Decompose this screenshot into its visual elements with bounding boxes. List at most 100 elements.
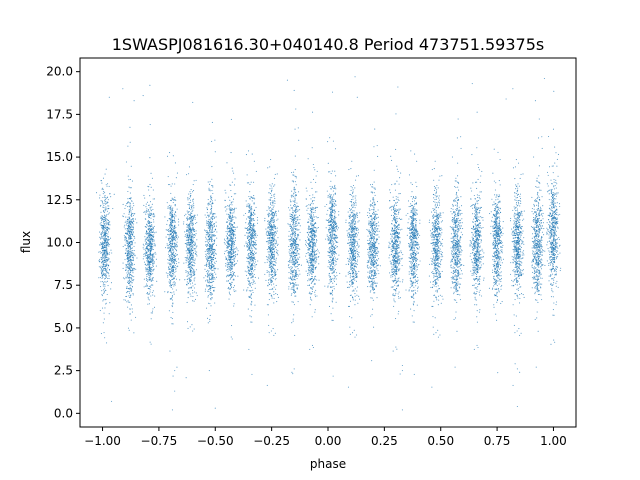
data-point	[233, 258, 235, 260]
data-point	[233, 231, 235, 233]
data-point	[212, 252, 214, 254]
data-point	[187, 259, 189, 261]
data-point	[212, 275, 214, 277]
data-point	[212, 185, 214, 187]
data-point	[171, 212, 173, 214]
data-point	[270, 224, 272, 227]
data-point	[129, 258, 131, 260]
data-point	[209, 265, 211, 267]
data-point	[101, 290, 103, 292]
data-point	[207, 250, 209, 252]
data-point	[270, 220, 272, 222]
data-point	[101, 226, 103, 229]
data-point	[236, 260, 239, 262]
data-point	[293, 189, 295, 191]
data-point	[233, 305, 235, 307]
data-point	[150, 234, 152, 237]
data-point	[228, 251, 230, 253]
data-point	[210, 281, 212, 283]
data-point	[187, 237, 189, 239]
data-point	[123, 299, 125, 301]
data-point	[186, 210, 188, 212]
data-point	[299, 225, 301, 227]
data-point	[130, 233, 132, 235]
data-point	[231, 226, 233, 228]
data-point	[187, 227, 189, 229]
data-point	[128, 279, 130, 281]
data-point	[193, 265, 195, 267]
data-point	[100, 281, 102, 283]
data-point	[206, 244, 208, 246]
data-point	[245, 200, 247, 202]
data-point	[247, 216, 249, 218]
data-point	[101, 182, 103, 184]
data-point	[190, 255, 192, 257]
data-point	[211, 203, 213, 205]
data-point	[234, 257, 236, 259]
data-point	[171, 209, 173, 211]
data-point	[271, 227, 273, 229]
data-point	[107, 231, 109, 233]
data-point	[148, 287, 151, 290]
data-point	[273, 195, 275, 197]
data-point	[271, 268, 273, 270]
data-point	[129, 252, 131, 255]
data-point	[146, 260, 148, 262]
data-point	[185, 239, 187, 241]
data-point	[205, 236, 207, 238]
data-point	[129, 236, 132, 238]
data-point	[274, 332, 276, 334]
data-point	[124, 244, 126, 246]
data-point	[146, 259, 149, 261]
data-point	[143, 211, 145, 213]
data-point	[248, 248, 251, 250]
data-point	[255, 239, 257, 242]
data-point	[164, 291, 166, 293]
data-point	[106, 229, 108, 231]
data-point	[154, 295, 156, 297]
data-point	[276, 173, 278, 175]
data-point	[149, 275, 152, 277]
data-point	[149, 123, 151, 126]
data-point	[248, 256, 250, 258]
data-point	[233, 274, 235, 276]
data-point	[128, 262, 130, 264]
data-point	[104, 216, 106, 218]
data-point	[102, 196, 104, 199]
data-point	[206, 259, 208, 261]
data-point	[167, 220, 169, 222]
data-point	[234, 229, 236, 231]
data-point	[211, 279, 213, 281]
data-point	[149, 250, 151, 252]
data-point	[130, 208, 132, 210]
data-point	[191, 254, 193, 256]
data-point	[169, 243, 171, 245]
data-point	[248, 225, 250, 227]
data-point	[291, 211, 293, 213]
data-point	[233, 241, 235, 243]
data-point	[297, 205, 299, 207]
data-point	[103, 251, 105, 254]
data-point	[192, 257, 194, 259]
data-point	[195, 269, 198, 271]
data-point	[104, 196, 106, 199]
data-point	[289, 254, 291, 256]
data-point	[212, 218, 214, 220]
data-point	[275, 251, 278, 253]
data-point	[291, 207, 294, 209]
data-point	[210, 299, 212, 301]
data-point	[167, 238, 169, 240]
data-point	[170, 213, 172, 215]
data-point	[253, 209, 255, 211]
data-point	[169, 257, 171, 259]
data-point	[191, 233, 194, 235]
data-point	[102, 193, 104, 195]
data-point	[174, 183, 176, 185]
data-point	[174, 284, 176, 286]
data-point	[249, 259, 251, 261]
data-point	[150, 217, 152, 219]
data-point	[269, 184, 271, 186]
data-point	[145, 255, 147, 257]
data-point	[233, 226, 235, 228]
data-point	[147, 185, 149, 187]
